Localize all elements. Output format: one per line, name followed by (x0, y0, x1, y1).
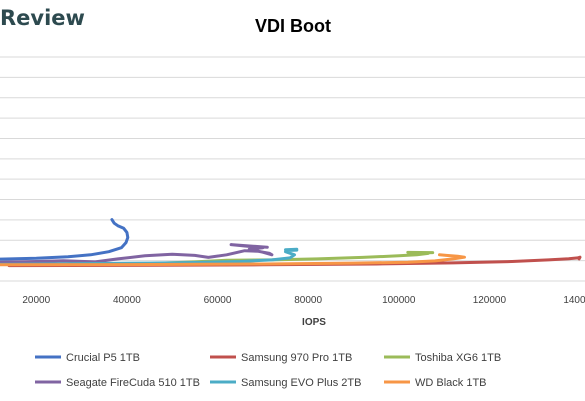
x-tick-label: 140000 (563, 295, 585, 306)
legend: Crucial P5 1TB Samsung 970 Pro 1TB Toshiba… (35, 352, 501, 389)
x-tick-label: 80000 (294, 295, 322, 306)
x-tick-label: 40000 (113, 295, 141, 306)
x-tick-label: 20000 (22, 295, 50, 306)
legend-label-0: Crucial P5 1TB (66, 352, 140, 364)
chart-title: VDI Boot (255, 16, 331, 36)
brand-logo: Review (0, 6, 85, 30)
x-tick-label: 60000 (204, 295, 232, 306)
legend-label-2: Toshiba XG6 1TB (415, 352, 501, 364)
x-tick-label: 100000 (382, 295, 416, 306)
series-line-0 (0, 218, 130, 261)
legend-label-4: Samsung EVO Plus 2TB (241, 377, 361, 389)
x-axis-ticks: 20000 40000 60000 80000 100000 120000 140000 (22, 295, 585, 306)
series-group (0, 218, 582, 268)
x-axis-label: IOPS (302, 317, 326, 328)
x-tick-label: 120000 (473, 295, 507, 306)
legend-label-1: Samsung 970 Pro 1TB (241, 352, 352, 364)
legend-label-3: Seagate FireCuda 510 1TB (66, 377, 200, 389)
series-line-5 (0, 253, 466, 267)
legend-label-5: WD Black 1TB (415, 377, 487, 389)
gridlines (0, 56, 585, 282)
series-line-3 (0, 243, 274, 264)
